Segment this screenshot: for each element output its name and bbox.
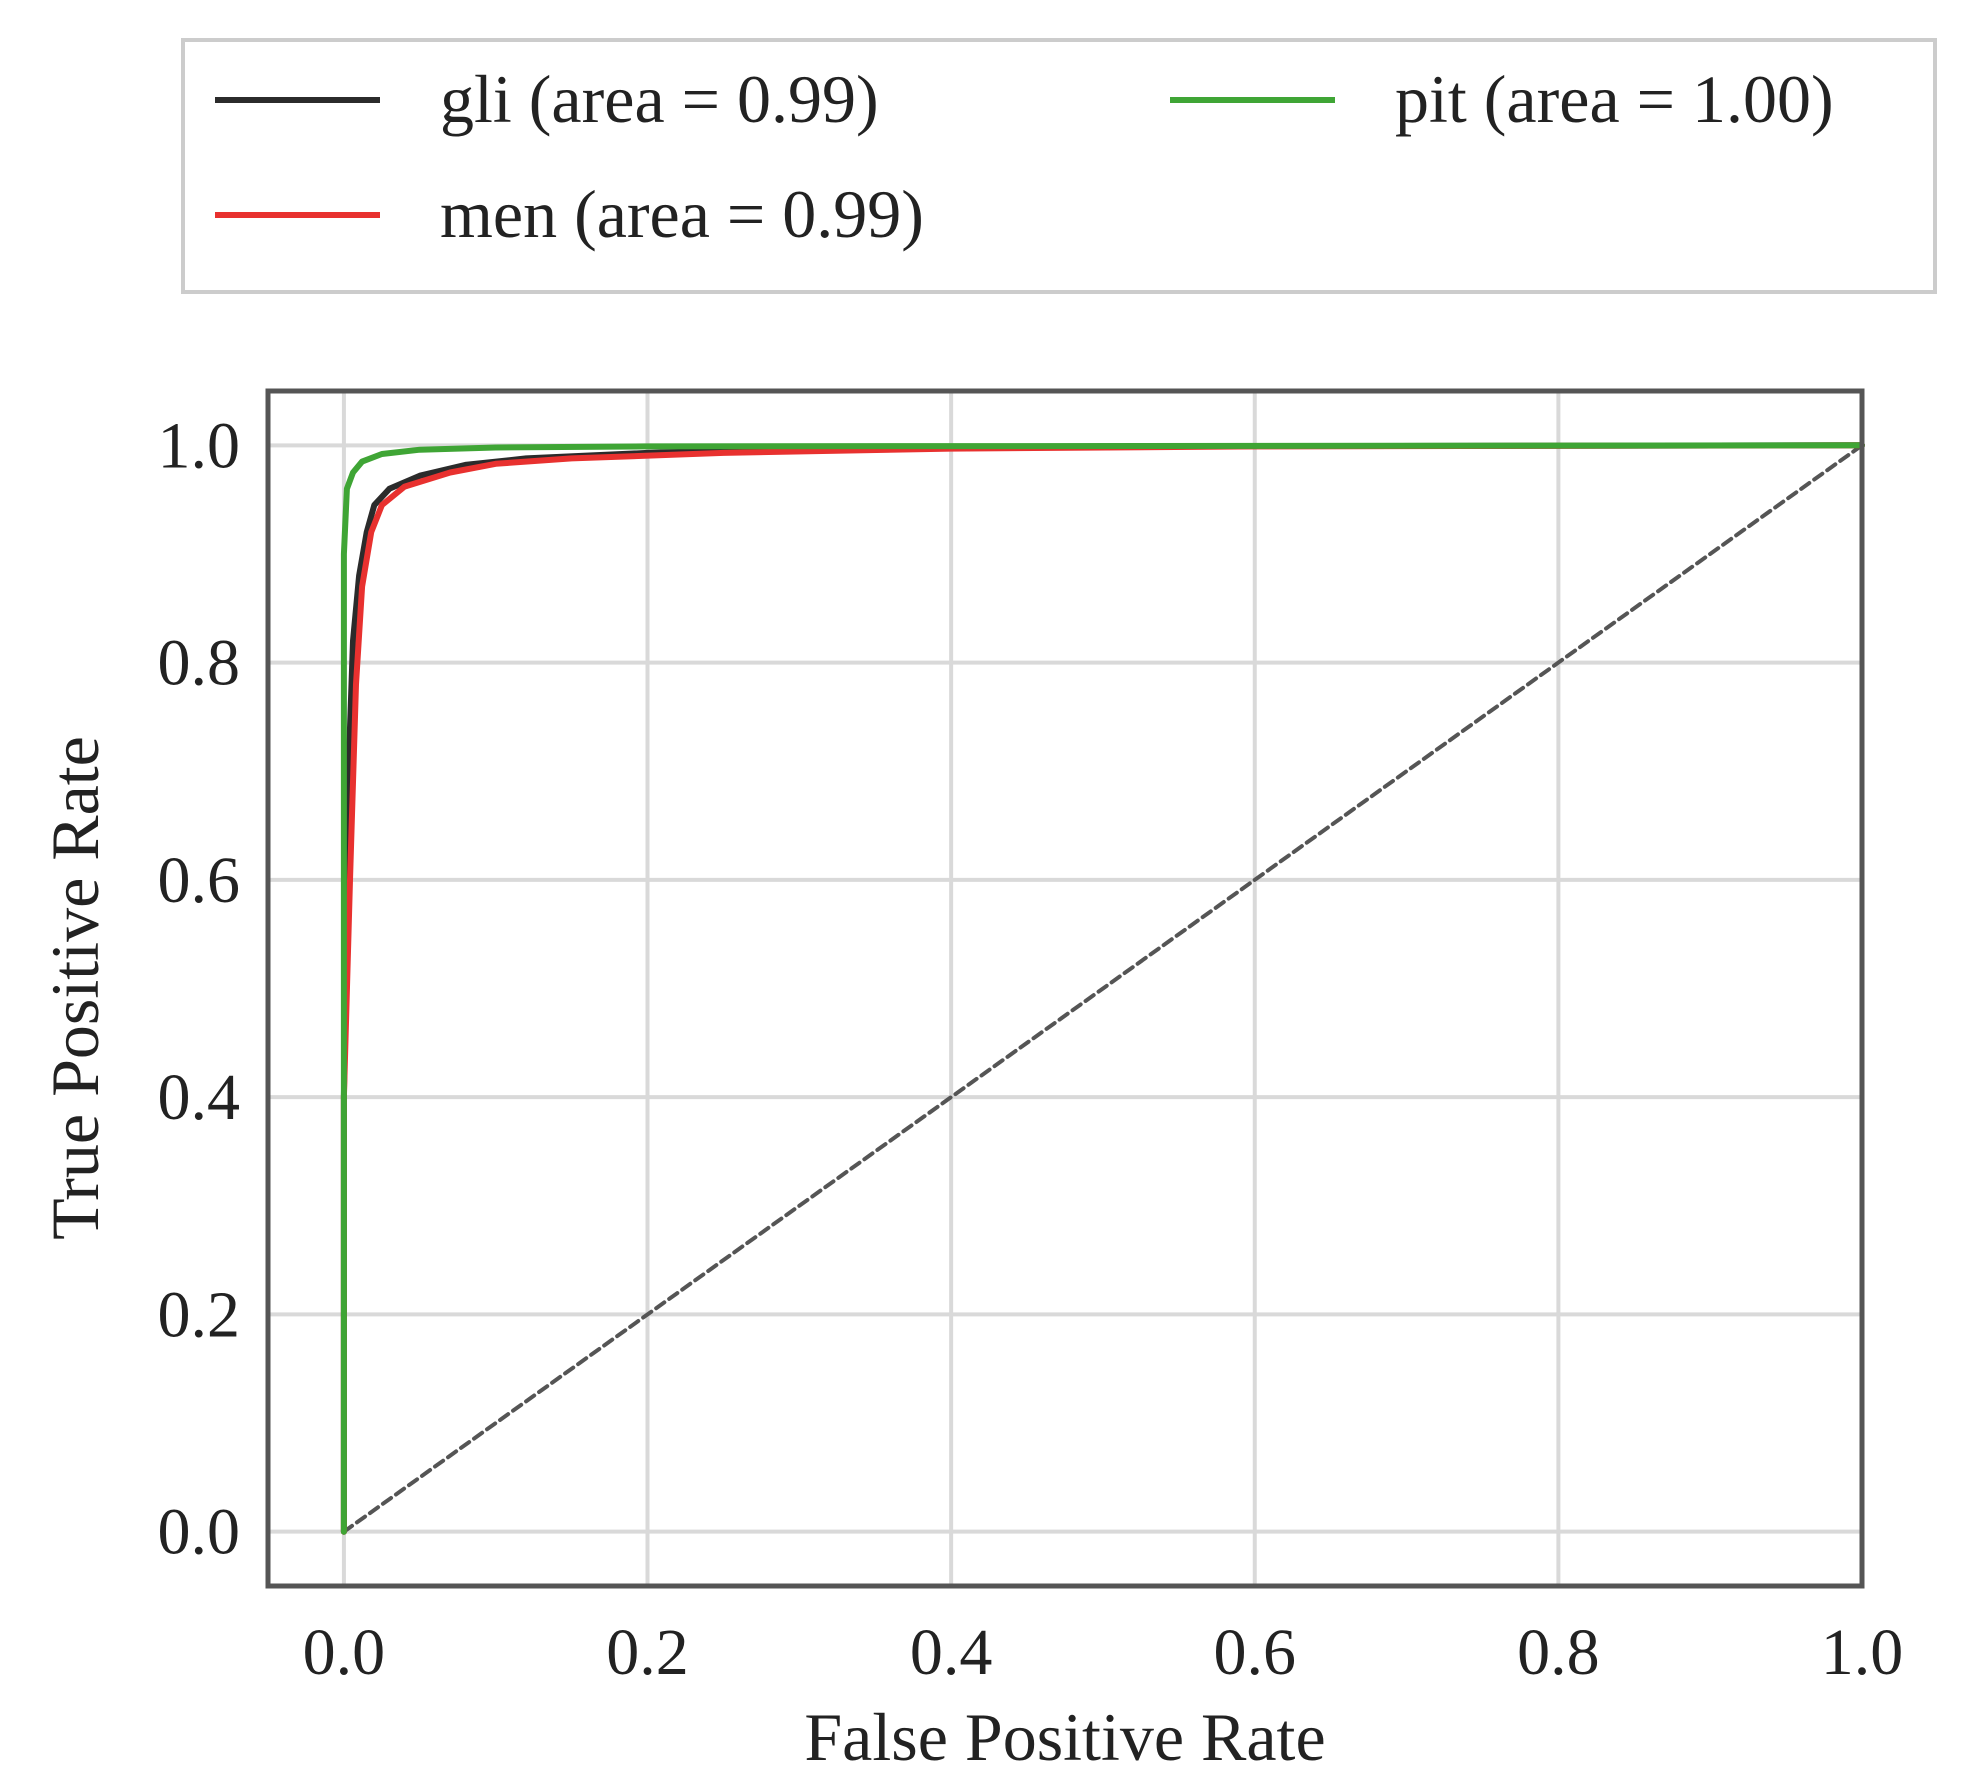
x-axis-ticks: 0.0 0.2 0.4 0.6 0.8 1.0	[303, 1616, 1904, 1689]
legend-box	[181, 38, 1937, 294]
y-tick-label: 0.8	[158, 627, 241, 700]
legend-label-pit: pit (area = 1.00)	[1395, 61, 1834, 137]
legend-label-men: men (area = 0.99)	[440, 176, 924, 252]
x-axis-label: False Positive Rate	[804, 1699, 1325, 1775]
y-axis-ticks: 0.0 0.2 0.4 0.6 0.8 1.0	[158, 409, 241, 1568]
legend-label-gli: gli (area = 0.99)	[440, 61, 879, 137]
x-tick-label: 0.4	[910, 1616, 993, 1689]
x-tick-label: 1.0	[1821, 1616, 1904, 1689]
y-axis-label: True Positive Rate	[37, 736, 113, 1240]
y-tick-label: 0.2	[158, 1278, 241, 1351]
x-tick-label: 0.2	[606, 1616, 689, 1689]
y-tick-label: 1.0	[158, 409, 241, 482]
legend: gli (area = 0.99) men (area = 0.99) pit (a…	[181, 38, 1937, 294]
x-tick-label: 0.0	[303, 1616, 386, 1689]
chance-diagonal-line	[341, 443, 1864, 1534]
series-line-men	[340, 442, 1865, 1535]
x-tick-label: 0.6	[1214, 1616, 1297, 1689]
grid	[268, 391, 1864, 1586]
x-tick-label: 0.8	[1517, 1616, 1600, 1689]
series-line-pit	[340, 442, 1865, 1535]
y-tick-label: 0.6	[158, 844, 241, 917]
plot-frame	[265, 388, 1865, 1589]
y-tick-label: 0.4	[158, 1061, 241, 1134]
plot-area: 0.0 0.2 0.4 0.6 0.8 1.0 0.0 0.2 0.4 0.6 0.8 1.0	[158, 388, 1904, 1689]
y-tick-label: 0.0	[158, 1496, 241, 1569]
series-lines	[340, 442, 1865, 1535]
